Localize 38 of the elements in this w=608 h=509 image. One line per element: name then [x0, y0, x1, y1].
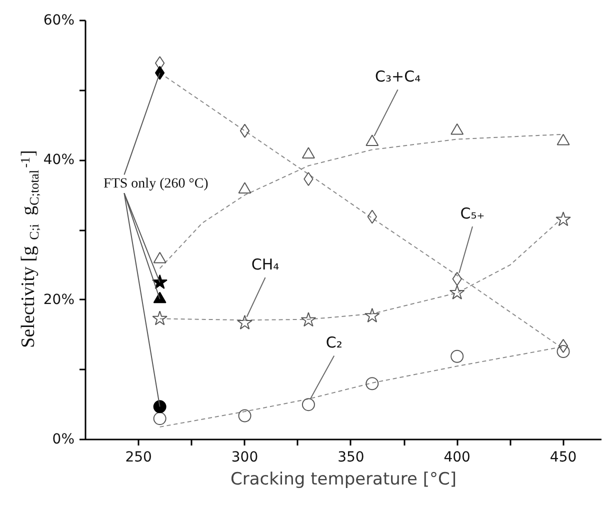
x-tick-label: 250	[125, 450, 152, 466]
y-tick-label: 40%	[43, 152, 75, 168]
point	[153, 400, 166, 414]
annotation: FTS only (260 °C)	[104, 176, 209, 192]
y-tick-label: 60%	[43, 12, 75, 28]
point	[556, 345, 570, 358]
point	[556, 212, 571, 226]
text: C₂	[326, 334, 342, 352]
point	[366, 377, 379, 390]
x-axis-title: Cracking temperature [°C]	[230, 470, 457, 490]
point	[153, 412, 166, 426]
point	[558, 338, 568, 353]
point	[153, 252, 166, 264]
x-tick-label: 300	[231, 450, 258, 466]
x-tick-label: 400	[444, 450, 470, 466]
point	[237, 314, 252, 330]
point	[302, 398, 315, 412]
point	[450, 350, 464, 363]
x-tick-label: 350	[338, 450, 364, 466]
point	[238, 182, 252, 194]
point	[153, 292, 166, 304]
point	[238, 409, 252, 422]
point	[152, 310, 168, 326]
text: CH₄	[251, 255, 280, 274]
text: C₅₊	[460, 204, 485, 223]
y-tick-label: 20%	[43, 292, 75, 308]
y-axis-title: Selectivity [gC;i gC;total-1]	[17, 150, 42, 348]
point	[300, 312, 316, 327]
point	[364, 308, 380, 322]
y-tick-label: 0%	[52, 432, 75, 448]
text: C₃+C₄	[375, 68, 421, 86]
point	[302, 147, 315, 159]
point	[449, 284, 465, 300]
x-tick-label: 450	[550, 450, 577, 466]
point	[450, 123, 464, 135]
point	[366, 134, 379, 146]
point	[556, 134, 570, 146]
point	[152, 274, 168, 289]
